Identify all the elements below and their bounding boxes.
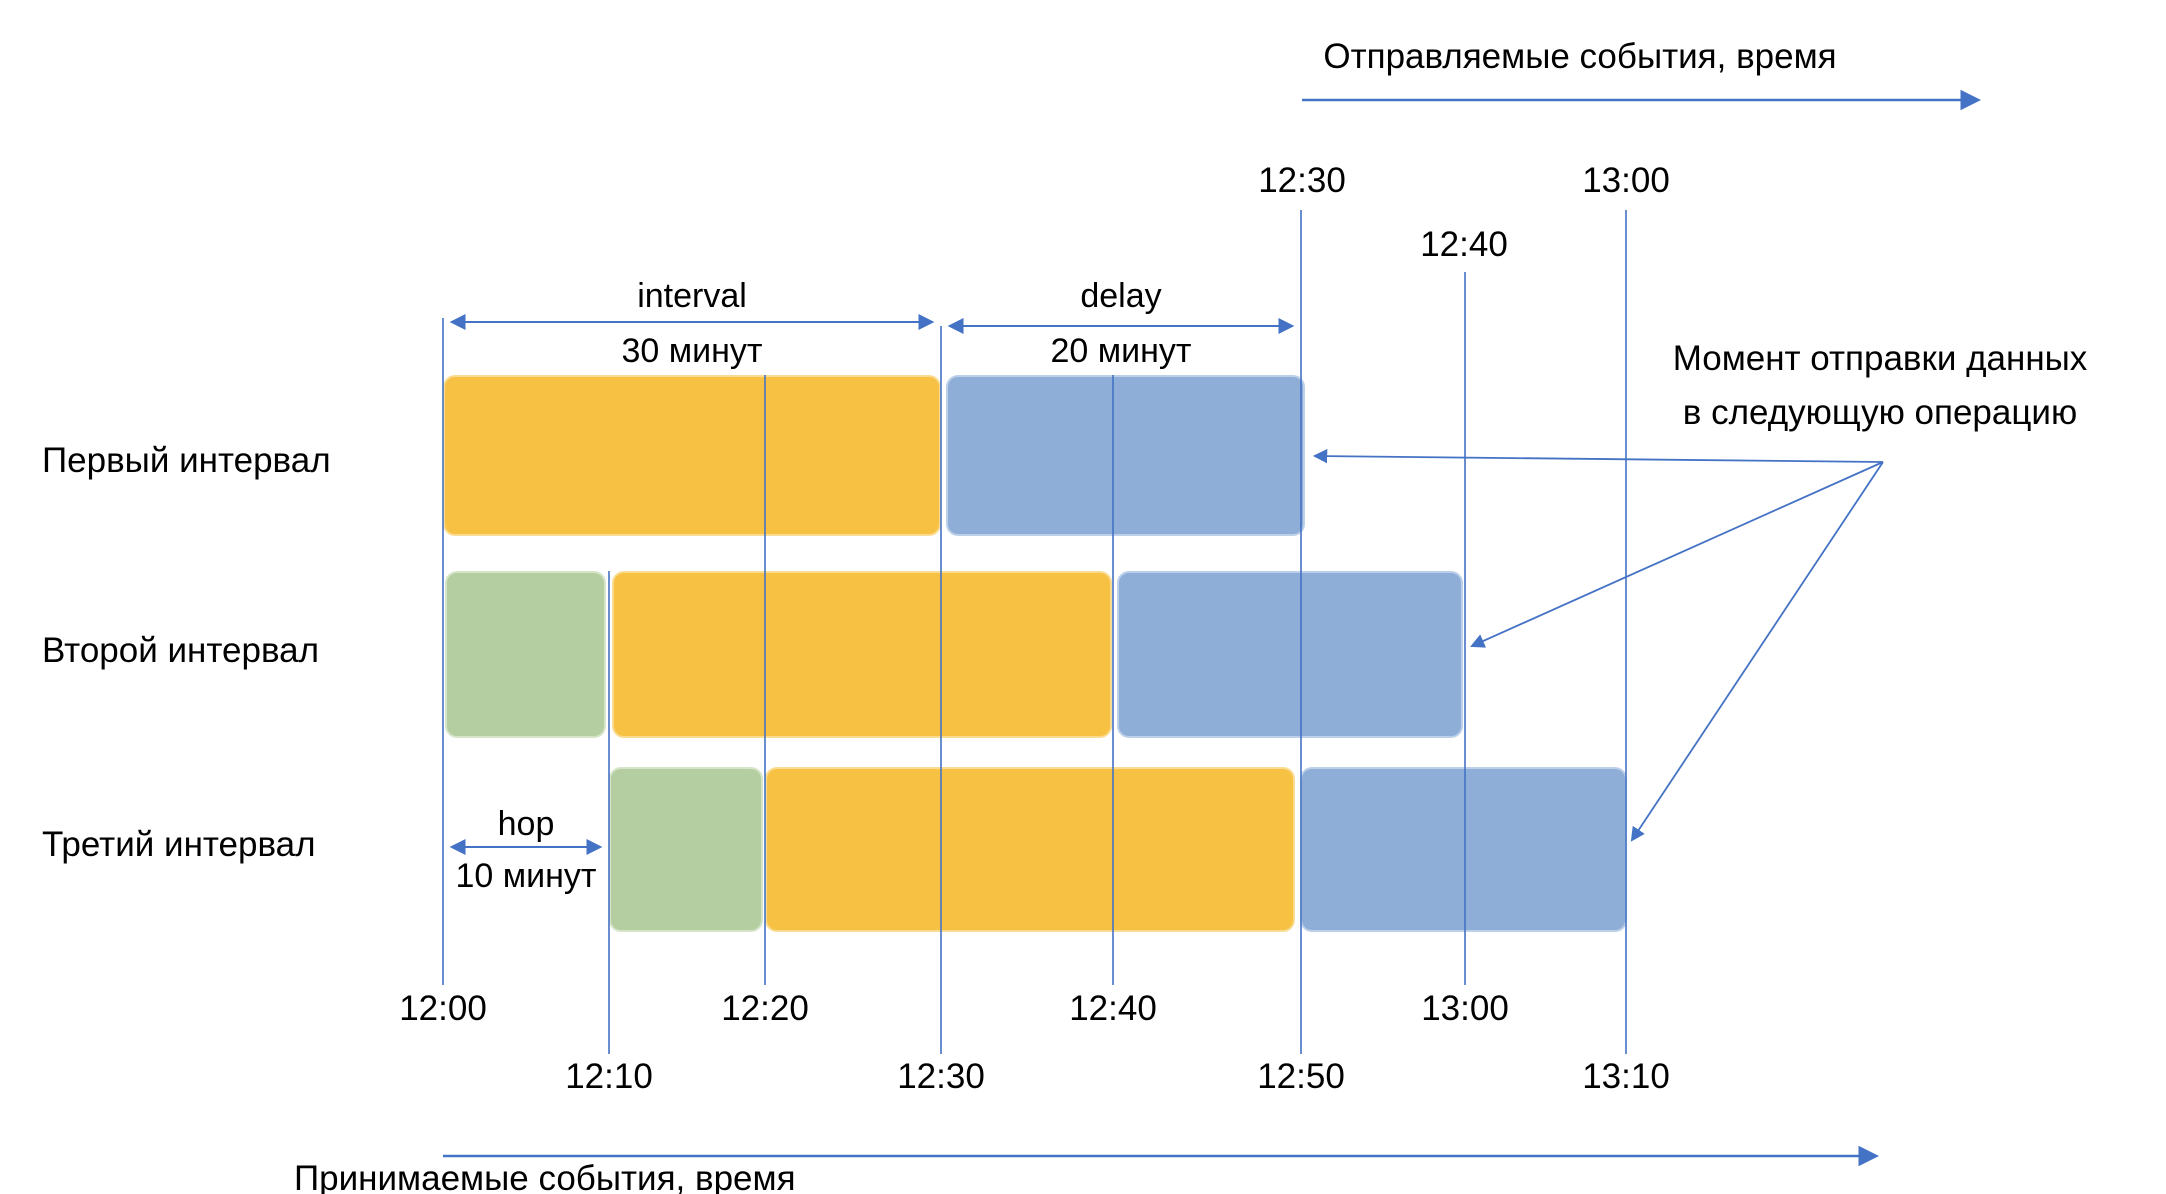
- bottom-tick-1300: 13:00: [1421, 989, 1509, 1028]
- row1-label: Первый интервал: [42, 441, 331, 480]
- row1-interval-bar: [443, 375, 941, 536]
- delay-value: 20 минут: [1050, 332, 1192, 370]
- callout-line2: в следующую операцию: [1682, 393, 2078, 432]
- interval-value: 30 минут: [621, 332, 763, 370]
- hop-value: 10 минут: [455, 857, 597, 895]
- top-tick-1230: 12:30: [1258, 161, 1346, 200]
- hop-label: hop: [497, 805, 555, 843]
- delay-label: delay: [1080, 277, 1162, 315]
- bottom-tick-1310: 13:10: [1582, 1057, 1670, 1096]
- time-gridlines: [442, 210, 1627, 1054]
- callout-arrow-row3: [1630, 461, 1884, 842]
- bottom-tick-1200: 12:00: [399, 989, 487, 1028]
- row2-interval-bar: [612, 571, 1112, 738]
- top-tick-1300: 13:00: [1582, 161, 1670, 200]
- bottom-tick-1210: 12:10: [565, 1057, 653, 1096]
- top-axis-label: Отправляемые события, время: [1323, 37, 1837, 76]
- row3-label: Третий интервал: [42, 825, 316, 864]
- callout-arrow-row1: [1312, 448, 1884, 464]
- bottom-axis-label: Принимаемые события, время: [294, 1159, 796, 1194]
- bottom-tick-1220: 12:20: [721, 989, 809, 1028]
- interval-label: interval: [637, 277, 747, 315]
- callout-arrow-row2: [1470, 461, 1884, 648]
- row2-delay-bar: [1117, 571, 1463, 738]
- bottom-tick-1240: 12:40: [1069, 989, 1157, 1028]
- row3-hop-bar: [609, 767, 763, 932]
- bottom-tick-1250: 12:50: [1257, 1057, 1345, 1096]
- bottom-tick-1230: 12:30: [897, 1057, 985, 1096]
- row2-hop-bar: [445, 571, 606, 738]
- row3-interval-bar: [765, 767, 1295, 932]
- row2-label: Второй интервал: [42, 631, 320, 670]
- callout-arrows: [1312, 448, 1884, 842]
- row3-delay-bar: [1300, 767, 1627, 932]
- measure-arrows: [449, 314, 1295, 855]
- callout-line1: Момент отправки данных: [1672, 339, 2088, 378]
- row1-delay-bar: [946, 375, 1305, 536]
- top-tick-1240: 12:40: [1420, 225, 1508, 264]
- axis-arrows: [443, 89, 1982, 1167]
